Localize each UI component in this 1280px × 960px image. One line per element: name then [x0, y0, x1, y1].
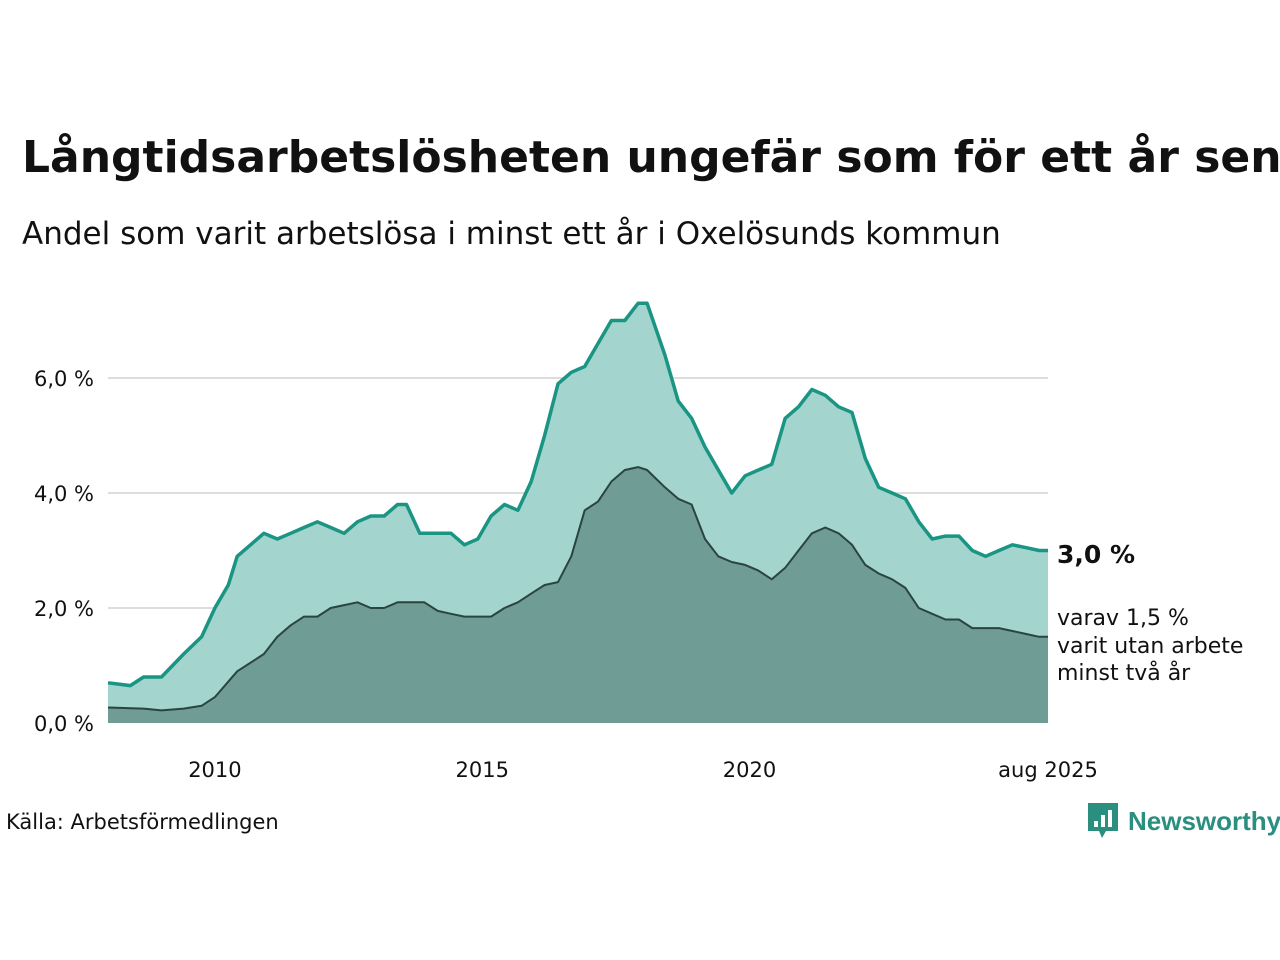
chart-axes: 0,0 % 2,0 % 4,0 % 6,0 % 2010 2015 2020 aug 2025: [34, 367, 1098, 782]
chart-areas: [108, 303, 1048, 723]
series-line-2: [107, 466, 1048, 712]
newsworthy-icon: [1088, 803, 1118, 838]
end-sub-label-3: minst två år: [1057, 660, 1191, 686]
y-tick-label: 4,0 %: [34, 482, 94, 506]
x-tick-label: 2020: [723, 758, 776, 782]
brand-logo[interactable]: Newsworthy: [1088, 803, 1280, 839]
chart-lines: [107, 301, 1048, 712]
x-tick-label: 2010: [188, 758, 241, 782]
brand-name: Newsworthy: [1128, 805, 1280, 836]
x-tick-label: aug 2025: [998, 758, 1098, 782]
series-line-1: [107, 301, 1048, 688]
y-tick-label: 2,0 %: [34, 597, 94, 621]
end-sub-label-1: varav 1,5 %: [1057, 606, 1189, 631]
y-tick-label: 0,0 %: [34, 712, 94, 736]
end-value-label: 3,0 %: [1057, 540, 1135, 569]
x-tick-label: 2015: [455, 758, 508, 782]
chart-end-labels: 3,0 % varav 1,5 % varit utan arbete mins…: [1057, 540, 1243, 686]
page-subtitle: Andel som varit arbetslösa i minst ett å…: [22, 216, 1001, 252]
y-tick-label: 6,0 %: [34, 367, 94, 391]
end-sub-label-2: varit utan arbete: [1057, 634, 1243, 659]
source-note: Källa: Arbetsförmedlingen: [6, 810, 279, 834]
page-title: Långtidsarbetslösheten ungefär som för e…: [22, 132, 1280, 183]
series-area-2: [108, 467, 1048, 723]
